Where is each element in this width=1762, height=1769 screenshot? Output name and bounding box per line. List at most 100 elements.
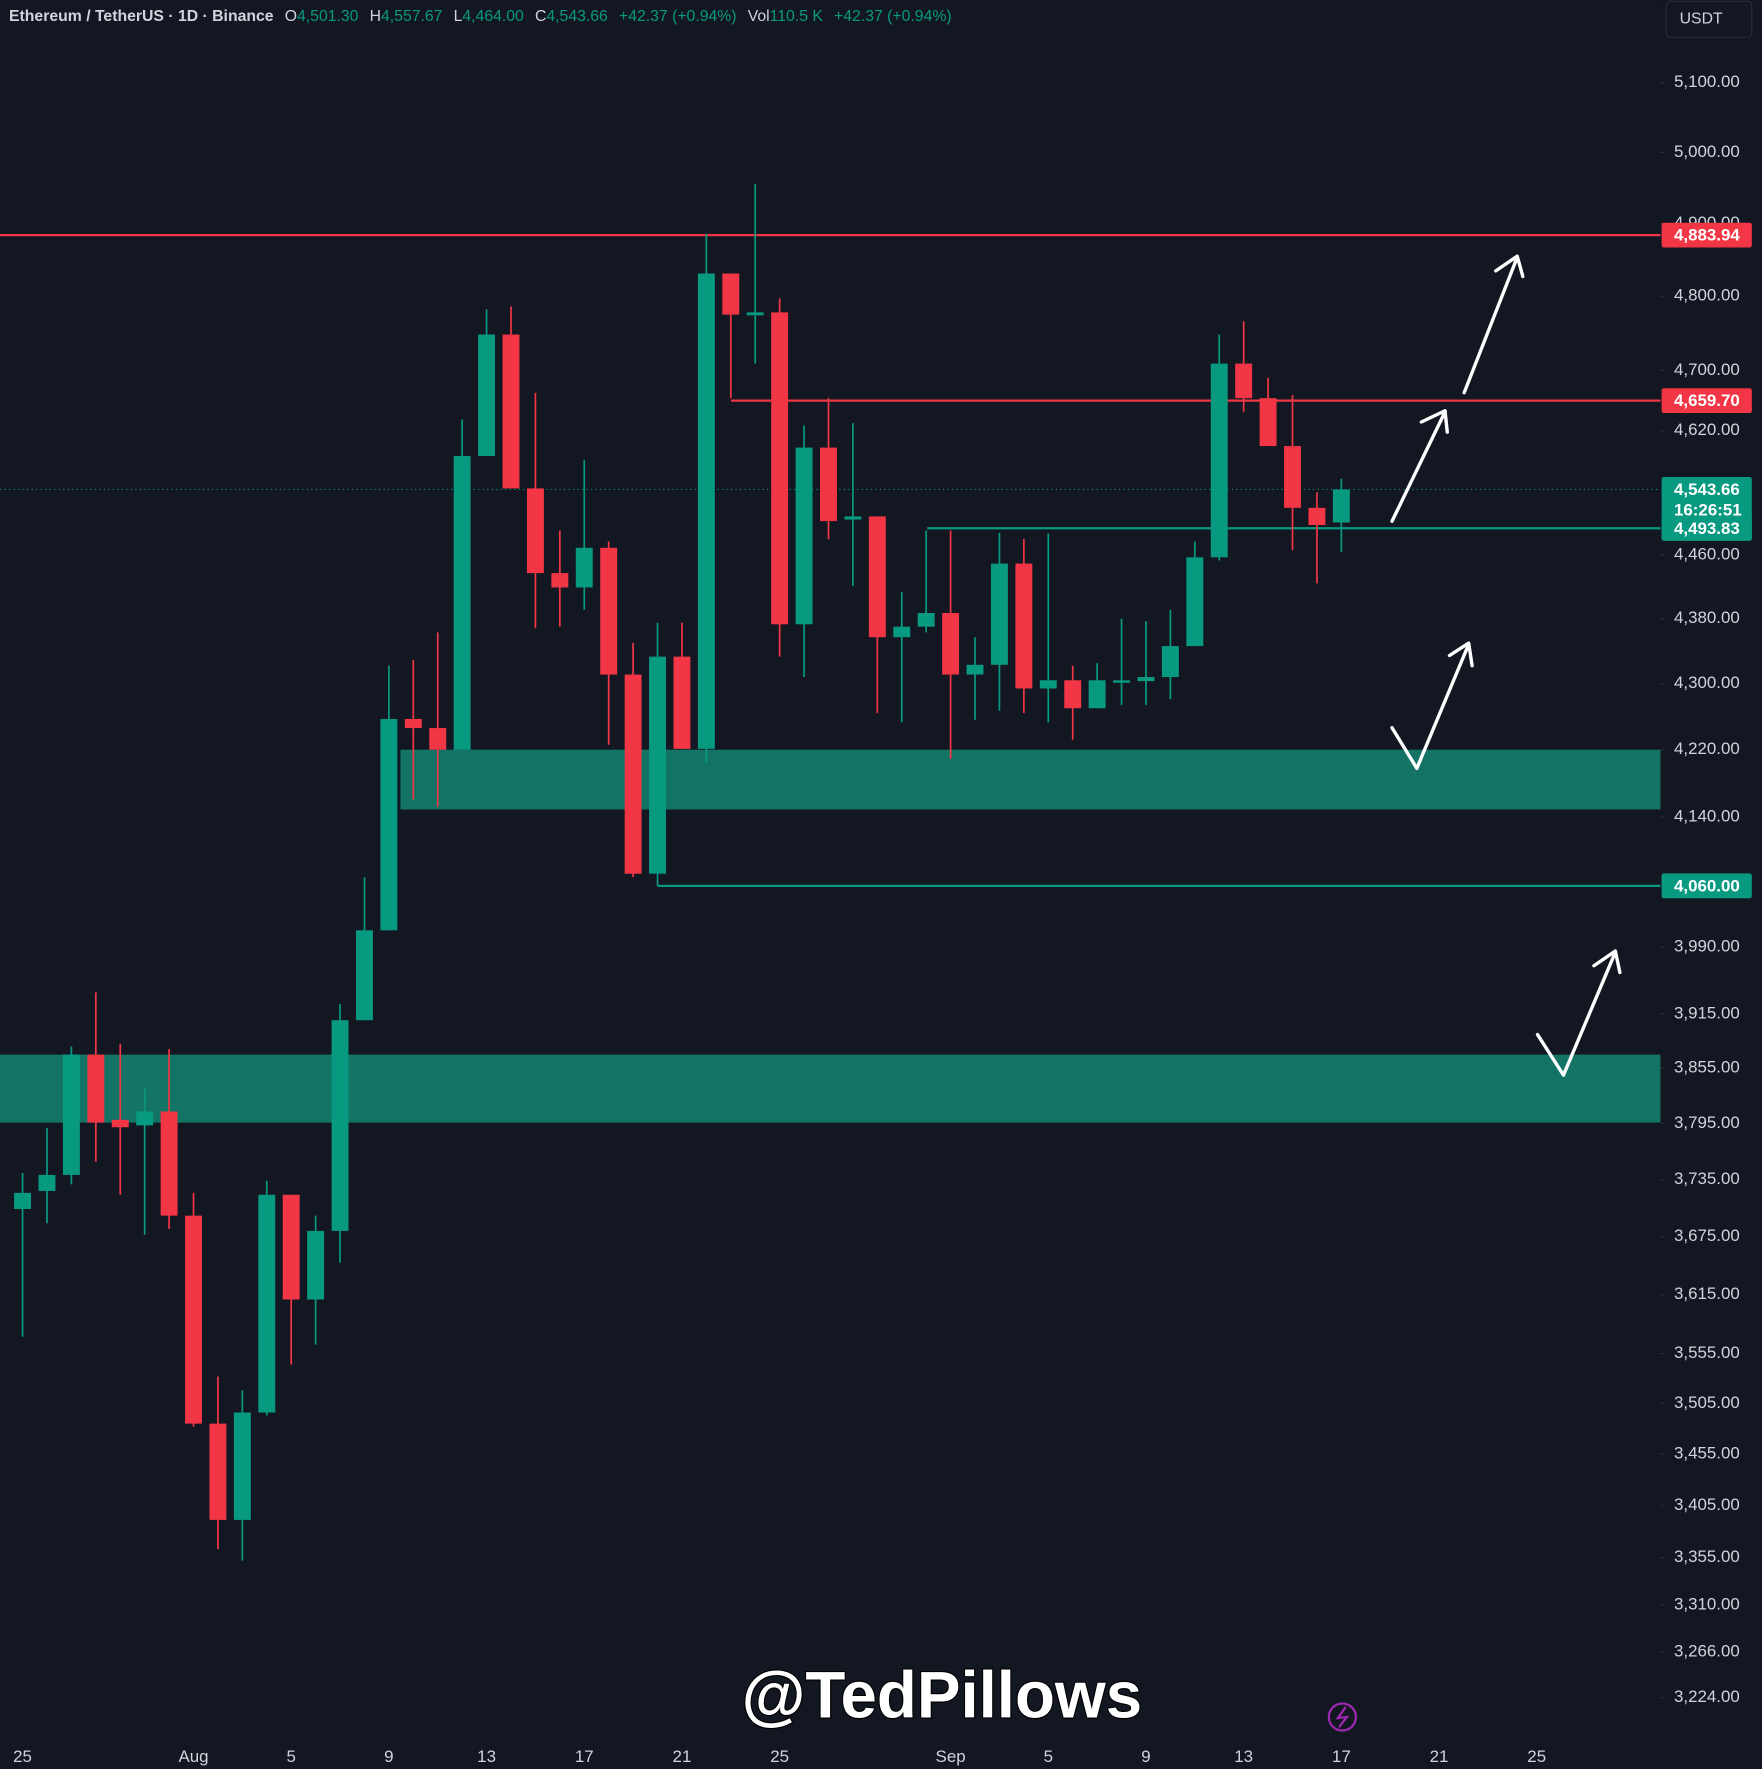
arrow-head [1494,254,1525,279]
y-tick-label: 3,855.00 [1674,1058,1740,1077]
ohlc-key: H [370,8,381,25]
alert-icon[interactable] [1327,1702,1358,1732]
x-tick-label: 13 [477,1747,496,1766]
arrow [1390,642,1471,771]
candle-body [673,656,691,749]
x-tick-label: Aug [178,1747,208,1766]
zone [0,1054,1661,1123]
candle-body [38,1174,56,1191]
y-tick-label: 3,735.00 [1674,1169,1740,1188]
candle-body [1064,680,1082,709]
x-tick-label: 9 [384,1747,393,1766]
candle-body [1161,646,1179,678]
candle-body [258,1194,276,1413]
arrow-head [1592,949,1622,975]
ohlc-value: 4,464.00 [462,8,524,25]
volume-key: Vol [748,8,770,25]
candle-body [14,1192,32,1209]
arrow [1462,255,1519,395]
level-label: 4,493.83 [1674,519,1740,538]
icon-ring[interactable] [1327,1702,1358,1732]
icon-bolt[interactable] [1335,1706,1350,1728]
candle-body [502,334,520,489]
y-tick-label: 4,380.00 [1674,608,1740,627]
candle-body [380,718,398,931]
currency-button[interactable] [1665,0,1753,38]
countdown: 16:26:51 [1674,500,1742,519]
candle-body [1308,507,1326,526]
ohlc-value: 4,543.66 [546,8,608,25]
x-tick-label: 25 [770,1747,789,1766]
candle-body [356,930,373,1021]
y-tick-label: 3,615.00 [1674,1284,1740,1303]
candle-body [1113,680,1131,683]
candle-body [1186,557,1204,647]
level-label-box [1661,222,1752,248]
y-tick-label: 3,266.00 [1674,1642,1740,1661]
y-tick-label: 4,800.00 [1674,286,1740,305]
candle-body [1039,680,1057,689]
candle-body [185,1215,202,1424]
candle-body [136,1111,154,1126]
candle-body [1015,563,1033,689]
ohlc-key: C [535,8,546,25]
candle-body [746,312,764,316]
candle-body [233,1412,251,1520]
candle-body [868,516,886,638]
candle-body [307,1230,325,1300]
y-tick-label: 3,310.00 [1674,1595,1740,1614]
arrow [1390,410,1447,523]
y-tick-label: 3,915.00 [1674,1003,1740,1022]
candle-body [551,573,569,588]
y-tick-label: 3,355.00 [1674,1547,1740,1566]
candle-body [942,613,960,675]
y-axis: 5,100.005,000.004,900.004,800.004,700.00… [1660,72,1740,1706]
candle-body [1210,363,1228,558]
candles [14,184,1350,1561]
candle-body [722,273,740,315]
x-tick-label: Sep [936,1747,966,1766]
arrow-head [1447,641,1474,668]
y-tick-label: 4,620.00 [1674,420,1740,439]
candle-body [478,334,496,457]
y-tick-label: 3,555.00 [1674,1343,1740,1362]
ohlc-key: O [285,8,297,25]
candle-body [844,516,862,520]
candle-body [624,674,642,874]
candle-body [429,728,447,750]
level-label: 4,659.70 [1674,391,1740,410]
level-label-box [1661,873,1752,899]
y-tick-label: 5,000.00 [1674,142,1740,161]
candle-body [1088,680,1106,709]
candle-body [1332,489,1350,523]
ohlc-key: L [454,8,463,25]
symbol: Ethereum / TetherUS · 1D · Binance [9,8,274,25]
zone [400,749,1661,810]
y-tick-label: 3,505.00 [1674,1393,1740,1412]
candle-body [893,626,911,638]
candle-body [1259,398,1277,447]
arrow-head [1419,409,1449,434]
level-label: 4,060.00 [1674,876,1740,895]
x-tick-label: 17 [575,1747,594,1766]
zones [0,749,1661,1123]
arrow [1535,950,1618,1077]
candle-body [453,456,471,750]
x-tick-label: 21 [1430,1747,1449,1766]
y-tick-label: 3,405.00 [1674,1495,1740,1514]
candle-body [649,656,666,874]
candle-body [1284,446,1301,508]
annotation-arrows [1390,254,1622,1077]
last-price-label: 4,543.66 [1674,480,1740,499]
x-tick-label: 17 [1332,1747,1351,1766]
x-tick-label: 5 [287,1747,296,1766]
candle-body [209,1423,227,1520]
currency[interactable]: USDT [1680,10,1723,27]
level-label-box [1661,388,1752,414]
candle-body [820,447,837,522]
x-tick-label: 25 [13,1747,32,1766]
candle-body [771,312,789,625]
